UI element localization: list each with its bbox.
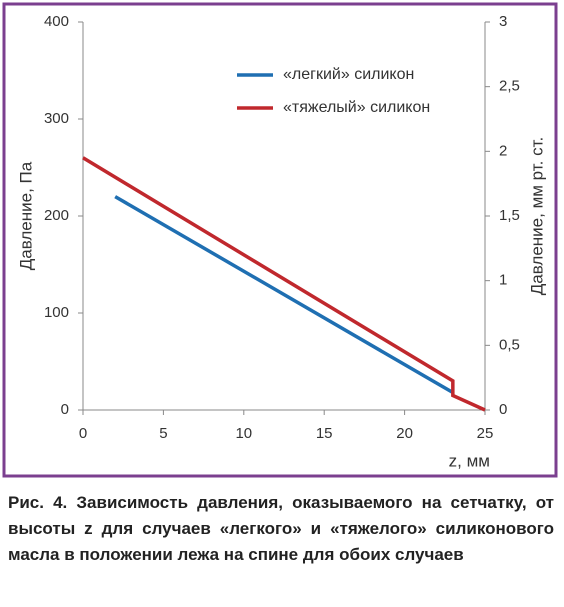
caption: Рис. 4. Зависимость давления, оказываемо… (8, 493, 554, 564)
y-tick-label: 0 (61, 401, 69, 418)
chart: Давление, Па Давление, мм рт. ст. z, мм … (2, 2, 558, 478)
series-line (114, 195, 454, 395)
y-axis-label: Давление, Па (16, 161, 35, 270)
x-tick-label: 20 (396, 425, 413, 442)
x-tick-label: 15 (316, 425, 333, 442)
x-tick-label: 10 (235, 425, 252, 442)
x-tick-label: 0 (79, 425, 87, 442)
x-tick-label: 25 (477, 425, 494, 442)
y-tick-label: 400 (44, 13, 69, 30)
x-tick-label: 5 (159, 425, 167, 442)
y-tick-label: 200 (44, 207, 69, 224)
y2-tick-label: 0,5 (499, 336, 520, 353)
y2-tick-label: 1,5 (499, 207, 520, 224)
y2-axis-label: Давление, мм рт. ст. (527, 137, 546, 295)
y2-tick-label: 1 (499, 272, 507, 289)
y2-tick-label: 2,5 (499, 78, 520, 95)
y2-tick-label: 3 (499, 13, 507, 30)
y-tick-label: 300 (44, 110, 69, 127)
legend-label: «тяжелый» силикон (283, 99, 430, 116)
y-tick-label: 100 (44, 304, 69, 321)
frame (2, 2, 558, 478)
legend-label: «легкий» силикон (283, 66, 414, 83)
x-axis-label: z, мм (449, 451, 490, 470)
series-line (82, 156, 486, 412)
y2-tick-label: 2 (499, 142, 507, 159)
y2-tick-label: 0 (499, 401, 507, 418)
